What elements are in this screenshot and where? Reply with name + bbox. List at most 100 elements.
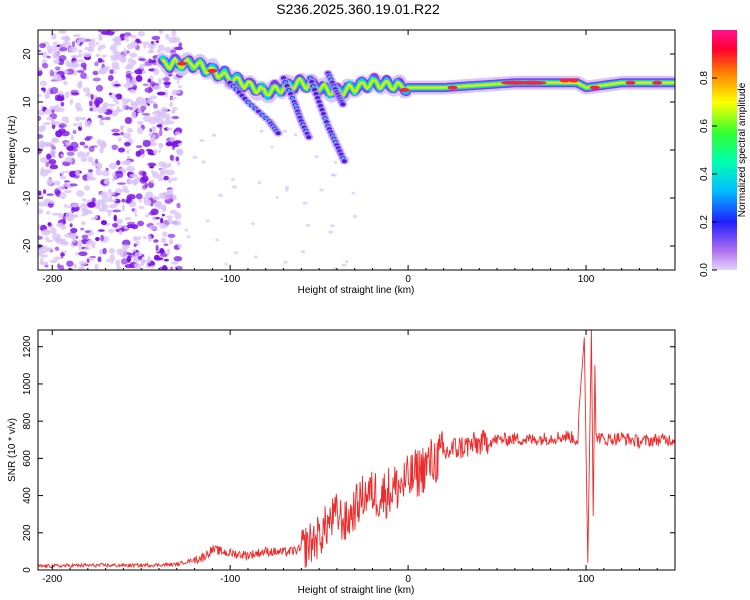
noise-speck	[201, 160, 206, 164]
noise-speck	[112, 209, 122, 213]
branch-blob	[306, 135, 312, 140]
noise-speck	[63, 80, 68, 86]
noise-speck	[90, 94, 94, 100]
noise-speck	[108, 162, 118, 170]
noise-speck	[283, 260, 288, 264]
noise-speck	[142, 196, 150, 200]
page-title: S236.2025.360.19.01.R22	[276, 1, 440, 17]
colorbar-gradient	[712, 30, 737, 270]
noise-speck	[115, 160, 121, 166]
noise-speck	[49, 164, 59, 170]
noise-speck	[158, 44, 165, 52]
noise-speck	[145, 214, 149, 218]
ridge-peak	[207, 68, 218, 73]
noise-speck	[92, 70, 99, 76]
noise-speck	[107, 210, 112, 217]
noise-speck	[104, 116, 111, 121]
y-tick-label: 1200	[22, 335, 33, 358]
noise-speck	[113, 214, 117, 222]
noise-speck	[121, 198, 126, 203]
noise-speck	[41, 51, 48, 58]
noise-speck	[122, 132, 132, 139]
noise-speck	[127, 57, 134, 64]
noise-speck	[46, 55, 51, 59]
noise-speck	[113, 83, 122, 87]
noise-speck	[58, 30, 67, 34]
noise-speck	[149, 95, 158, 100]
noise-speck	[165, 141, 173, 147]
noise-speck	[155, 244, 159, 252]
noise-speck	[97, 256, 102, 263]
noise-speck	[166, 127, 173, 131]
noise-speck	[141, 113, 151, 116]
noise-speck	[82, 52, 92, 58]
noise-speck	[44, 168, 53, 174]
snr-panel: -200 -100 0 100 0 200 400 600 800 1000 1200 Heigh…	[7, 329, 676, 596]
noise-speck	[148, 132, 153, 137]
noise-speck	[91, 200, 95, 206]
noise-speck	[163, 46, 172, 54]
noise-speck	[41, 229, 51, 236]
noise-speck	[158, 142, 164, 149]
noise-speck	[163, 90, 168, 98]
noise-speck	[230, 177, 235, 181]
noise-speck	[109, 69, 115, 75]
noise-speck	[199, 139, 205, 143]
noise-speck	[94, 61, 99, 67]
noise-speck	[144, 87, 154, 93]
noise-speck	[51, 227, 57, 235]
noise-speck	[160, 112, 166, 116]
noise-speck	[233, 251, 239, 255]
noise-speck	[111, 178, 116, 182]
noise-speck	[117, 182, 126, 185]
branch-blob	[341, 159, 347, 164]
noise-speck	[352, 214, 358, 218]
noise-speck	[134, 262, 142, 270]
noise-speck	[163, 243, 169, 247]
noise-speck	[83, 145, 89, 149]
noise-speck	[137, 120, 144, 126]
noise-speck	[134, 236, 142, 241]
noise-speck	[38, 69, 43, 76]
branch-blob	[275, 131, 281, 136]
ridge-peak	[652, 80, 663, 85]
noise-speck	[71, 206, 75, 214]
noise-speck	[95, 204, 101, 210]
noise-speck	[150, 43, 154, 50]
noise-speck	[172, 106, 178, 112]
branch-blob	[340, 102, 346, 107]
noise-speck	[64, 91, 70, 99]
noise-speck	[84, 246, 91, 250]
ridge-peak	[589, 85, 600, 90]
noise-speck	[45, 239, 54, 243]
noise-speck	[94, 263, 99, 270]
noise-speck	[131, 76, 136, 82]
noise-speck	[71, 203, 79, 208]
noise-speck	[77, 40, 81, 44]
noise-speck	[156, 124, 162, 128]
noise-speck	[99, 141, 107, 149]
noise-speck	[38, 190, 42, 196]
x-tick-label: 0	[405, 274, 411, 285]
noise-speck	[123, 47, 127, 55]
noise-speck	[126, 63, 134, 68]
noise-speck	[109, 44, 118, 52]
noise-speck	[101, 201, 106, 209]
noise-speck	[99, 44, 106, 49]
noise-speck	[250, 222, 255, 226]
noise-speck	[177, 160, 181, 166]
noise-speck	[84, 230, 91, 233]
colorbar-ticks: 0.0 0.2 0.4 0.6 0.8	[699, 71, 717, 277]
noise-speck	[79, 260, 87, 266]
noise-speck	[48, 159, 57, 165]
noise-speck	[302, 201, 308, 205]
noise-speck	[113, 41, 122, 46]
noise-speck	[328, 230, 334, 234]
noise-speck	[63, 35, 70, 42]
noise-speck	[84, 184, 91, 191]
noise-speck	[158, 129, 163, 137]
noise-speck	[121, 204, 125, 212]
noise-speck	[99, 164, 103, 168]
noise-speck	[46, 153, 52, 160]
noise-speck	[170, 96, 178, 100]
